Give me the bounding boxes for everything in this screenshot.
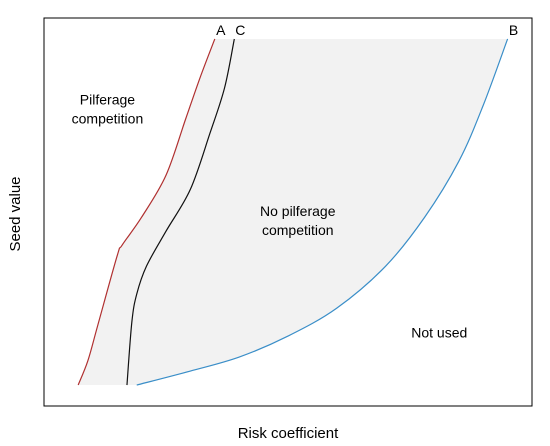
region-label-line: No pilferage bbox=[260, 203, 336, 219]
region-label-layer: Pilferage competition No pilferage competit… bbox=[72, 91, 468, 340]
region-label-line: competition bbox=[72, 110, 144, 126]
region-label-line: Pilferage bbox=[80, 91, 135, 107]
region-label: No pilferage competition bbox=[260, 203, 336, 238]
curve-b bbox=[136, 38, 509, 386]
no-pilferage-shaded-region bbox=[78, 38, 508, 386]
region-label: Pilferage competition bbox=[72, 91, 144, 126]
x-axis-label: Risk coefficient bbox=[238, 425, 339, 442]
plot-frame bbox=[43, 17, 533, 407]
curve-label-b: B bbox=[509, 22, 518, 38]
curve-label-c: C bbox=[235, 22, 245, 38]
y-axis-label: Seed value bbox=[7, 176, 24, 251]
curve-label-a: A bbox=[216, 22, 226, 38]
region-label-line: competition bbox=[262, 222, 334, 238]
curve-c bbox=[126, 38, 235, 386]
region-label: Not used bbox=[411, 325, 467, 341]
shaded-region-layer bbox=[78, 38, 508, 386]
region-label-line: Not used bbox=[411, 325, 467, 341]
curve-a bbox=[77, 38, 216, 386]
series-layer bbox=[77, 38, 509, 386]
